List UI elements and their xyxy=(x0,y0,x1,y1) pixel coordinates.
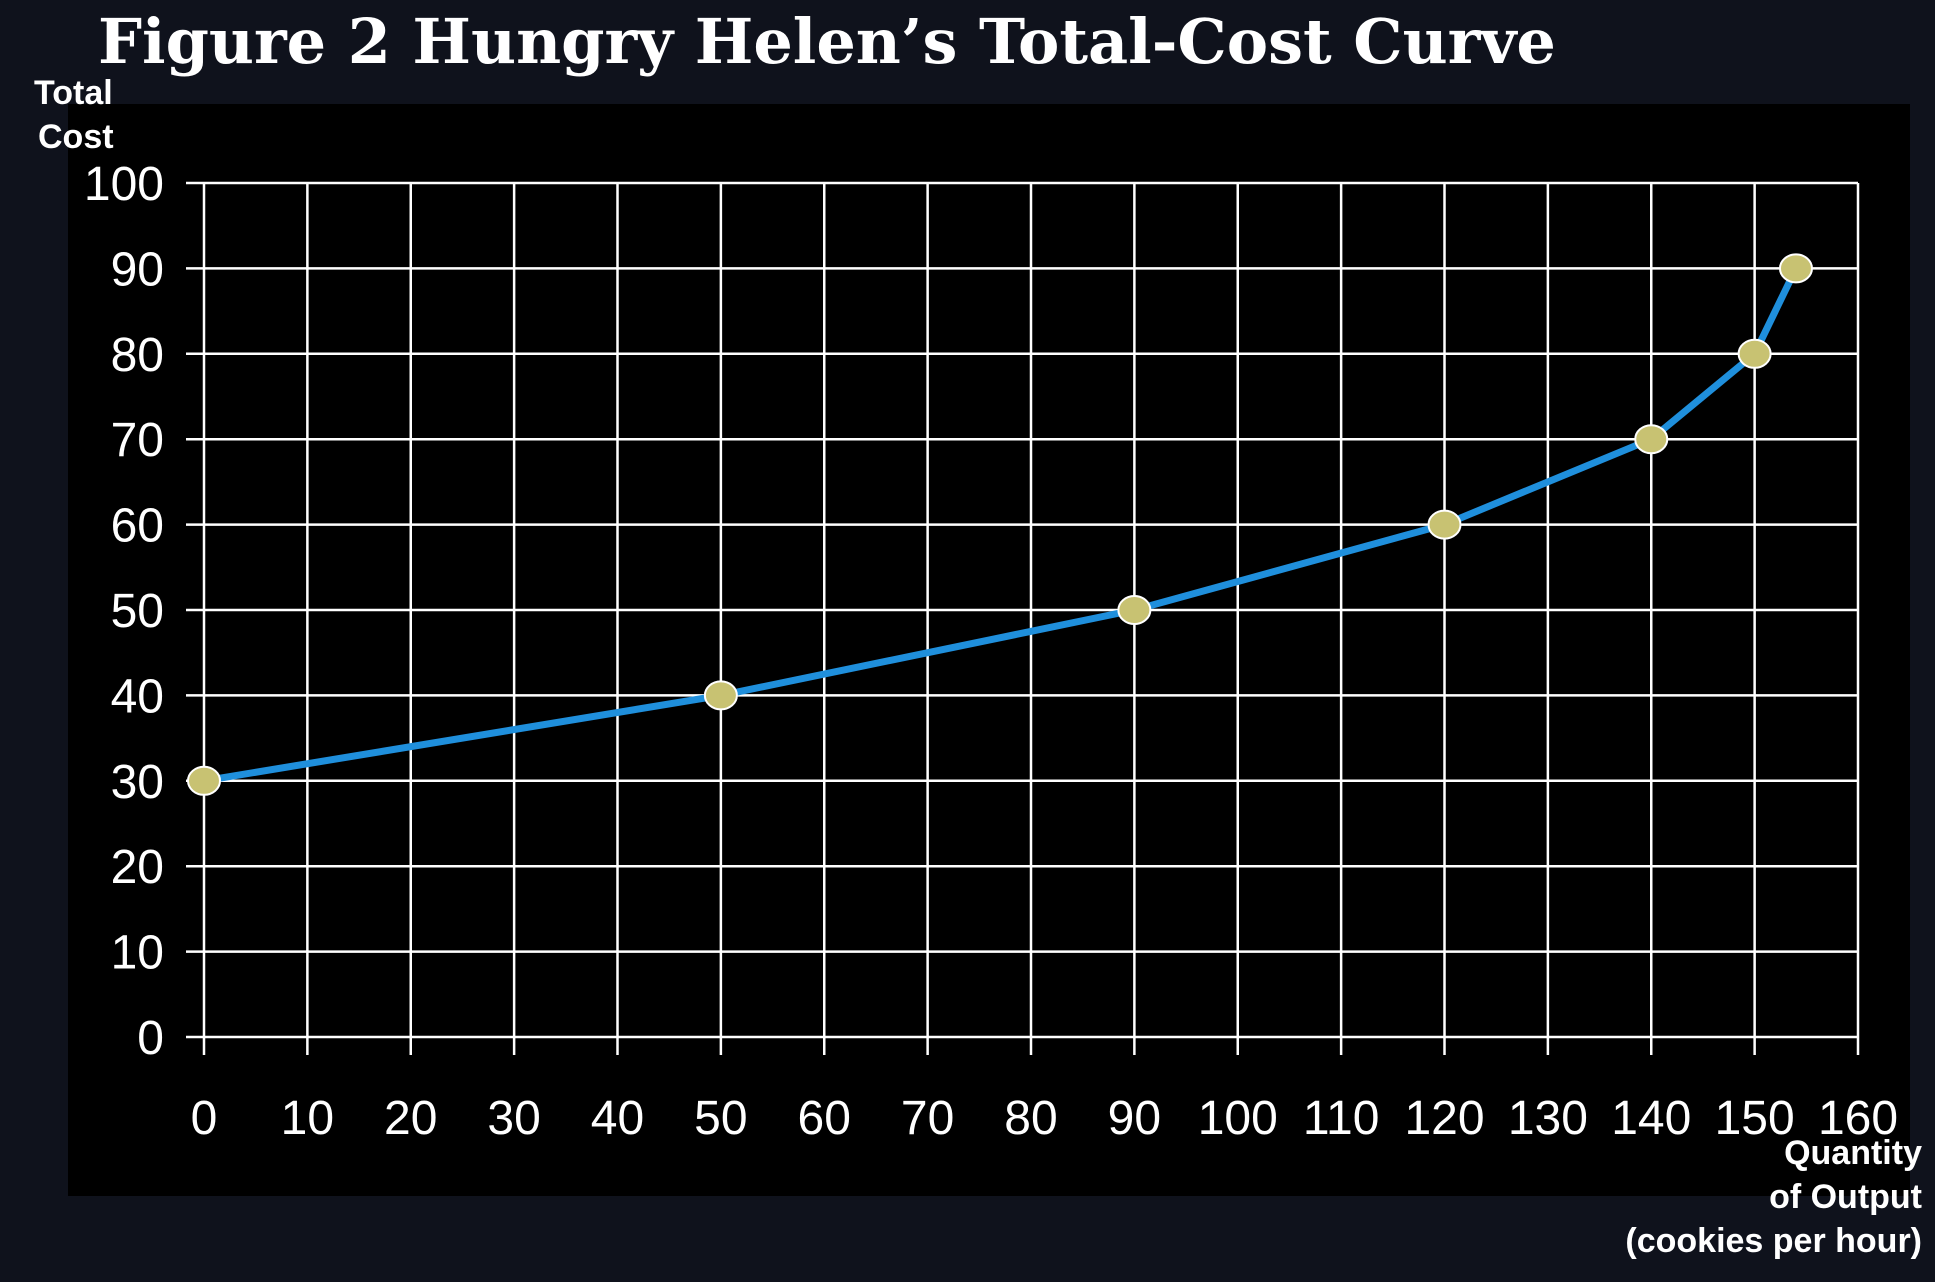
x-tick-label: 40 xyxy=(591,1092,644,1145)
y-tick-label: 90 xyxy=(111,243,164,296)
data-point-marker xyxy=(1737,338,1772,369)
y-axis-label-line-1: Total xyxy=(34,74,113,112)
series xyxy=(187,253,1813,796)
y-axis-label-line-2: Cost xyxy=(38,118,114,156)
x-tick-label: 80 xyxy=(1004,1092,1057,1145)
x-tick-label: 110 xyxy=(1303,1092,1380,1145)
x-tick-label: 20 xyxy=(384,1092,437,1145)
data-point-marker xyxy=(187,765,221,796)
x-axis-label-line-3: (cookies per hour) xyxy=(1625,1222,1922,1260)
x-tick-label: 50 xyxy=(694,1092,747,1145)
y-tick-label: 60 xyxy=(111,500,164,553)
plot-background xyxy=(68,104,1910,1196)
chart-title: Figure 2 Hungry Helen’s Total-Cost Curve xyxy=(98,5,1556,78)
x-tick-label: 140 xyxy=(1611,1092,1691,1145)
y-tick-label: 0 xyxy=(137,1012,164,1065)
y-tick-label: 20 xyxy=(111,841,164,894)
data-point-marker xyxy=(703,680,738,711)
x-tick-label: 90 xyxy=(1108,1092,1161,1145)
x-tick-label: 10 xyxy=(281,1092,334,1145)
x-tick-label: 30 xyxy=(487,1092,540,1145)
x-tick-labels: 0 10 20 30 40 50 60 70 80 90 100 110 120 130 140 150 160 xyxy=(191,1092,1898,1145)
x-tick-label: 70 xyxy=(901,1092,954,1145)
data-point-marker xyxy=(1427,509,1462,540)
x-tick-label: 130 xyxy=(1508,1092,1588,1145)
x-axis-label-line-1: Quantity xyxy=(1784,1134,1922,1172)
data-point-marker xyxy=(1634,424,1669,455)
x-tick-label: 0 xyxy=(191,1092,218,1145)
x-axis-label-line-2: of Output xyxy=(1769,1178,1922,1216)
x-tick-label: 160 xyxy=(1818,1092,1898,1145)
y-tick-label: 70 xyxy=(111,414,164,467)
y-tick-label: 50 xyxy=(111,585,164,638)
x-tick-label: 100 xyxy=(1198,1092,1278,1145)
y-tick-labels: 0 10 20 30 40 50 60 70 80 90 100 xyxy=(84,158,164,1065)
x-tick-label: 150 xyxy=(1715,1092,1795,1145)
y-tick-label: 30 xyxy=(111,756,164,809)
y-tick-label: 40 xyxy=(111,670,164,723)
y-tick-label: 100 xyxy=(84,158,164,211)
y-tick-label: 10 xyxy=(111,927,164,980)
y-tick-label: 80 xyxy=(111,329,164,382)
x-tick-label: 60 xyxy=(798,1092,851,1145)
data-point-marker xyxy=(1778,253,1813,284)
data-point-marker xyxy=(1117,595,1152,625)
axis-ticks xyxy=(186,181,1860,1055)
x-tick-label: 120 xyxy=(1404,1092,1484,1145)
